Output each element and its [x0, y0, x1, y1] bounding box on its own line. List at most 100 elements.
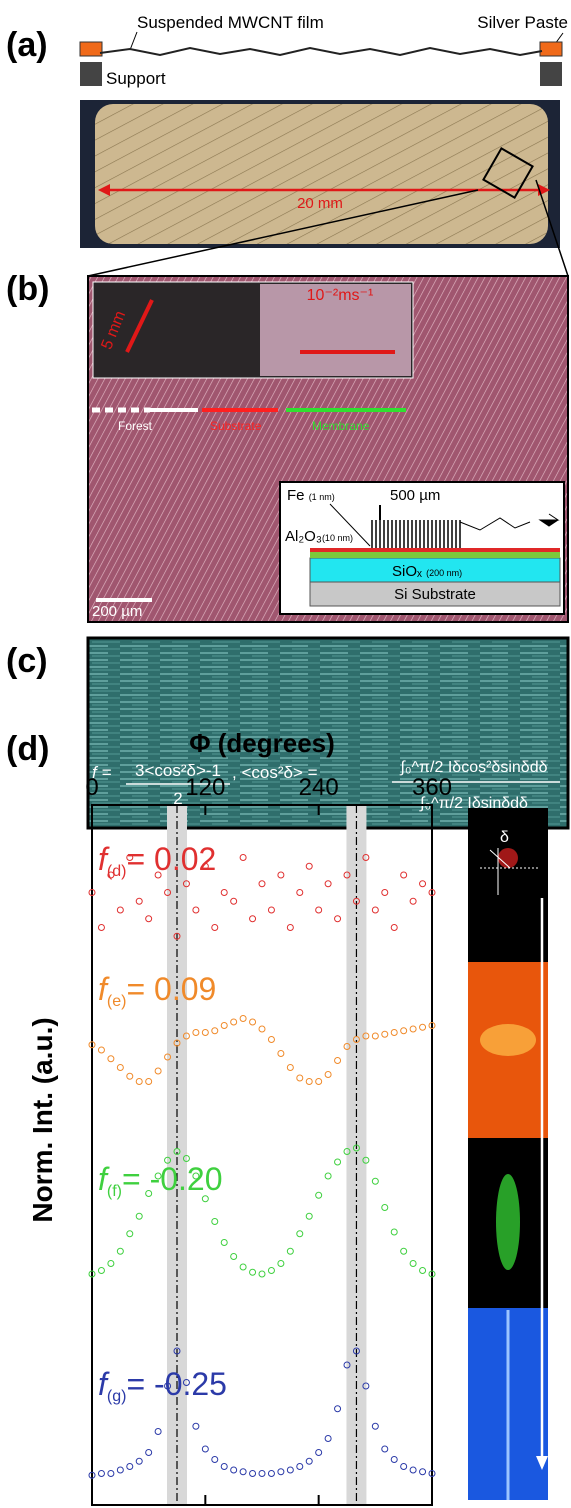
- point: [211, 1218, 219, 1225]
- point: [116, 1466, 124, 1474]
- stage-label: Forest: [118, 419, 153, 433]
- point: [286, 1064, 294, 1071]
- point: [192, 1422, 200, 1430]
- point: [352, 1036, 360, 1043]
- point: [419, 1468, 427, 1476]
- label-text: = -0.20: [122, 1161, 223, 1197]
- point: [192, 1172, 200, 1180]
- point: [296, 1463, 304, 1470]
- point: [239, 1263, 247, 1271]
- point: [97, 1046, 105, 1054]
- point: [182, 1379, 190, 1386]
- arrow-head: [536, 1456, 548, 1470]
- point: [211, 924, 219, 931]
- point: [390, 1456, 398, 1463]
- point: [362, 1032, 370, 1040]
- point: [211, 1027, 219, 1035]
- oxide-label: SiOₓ: [392, 563, 422, 580]
- point: [334, 1158, 342, 1166]
- panel-label: (b): [6, 270, 49, 308]
- si-label: Si Substrate: [394, 586, 476, 603]
- point: [164, 1156, 172, 1164]
- point: [164, 889, 172, 896]
- point: [154, 1428, 162, 1435]
- point: [305, 862, 313, 870]
- formula-denominator: 2: [173, 789, 182, 808]
- series: [88, 1015, 436, 1085]
- formula-separator: , <cos²δ> =: [232, 763, 318, 782]
- point: [381, 1445, 389, 1453]
- point: [371, 906, 379, 914]
- point: [362, 1382, 370, 1390]
- point: [277, 1260, 285, 1267]
- inset-arrow: [125, 299, 154, 353]
- point: [362, 854, 370, 861]
- stage-label: Substrate: [210, 419, 262, 433]
- point: [88, 1041, 96, 1049]
- sem-image: [86, 636, 570, 830]
- point: [315, 1191, 323, 1199]
- series-label: f(f)= -0.20: [98, 1161, 223, 1200]
- point: [409, 1466, 417, 1474]
- photo: [95, 104, 548, 244]
- point: [211, 1456, 219, 1463]
- point: [220, 1239, 228, 1246]
- point: [352, 1144, 360, 1152]
- point: [296, 1074, 304, 1082]
- point: [286, 1466, 294, 1474]
- zoom-box: [482, 147, 534, 199]
- scale-bar-label: 200 µm: [92, 603, 142, 620]
- point: [296, 1230, 304, 1238]
- point: [116, 1247, 124, 1255]
- point: [428, 889, 436, 896]
- oxide-thickness: (200 nm): [426, 568, 462, 578]
- support-label: Support: [106, 69, 166, 88]
- draw-arrow: [538, 513, 560, 527]
- zoom-line: [87, 189, 479, 277]
- point: [239, 1015, 247, 1022]
- point: [267, 1470, 275, 1477]
- point: [107, 1470, 115, 1477]
- point: [334, 915, 342, 923]
- point: [381, 1030, 389, 1038]
- point: [126, 1072, 134, 1080]
- series: [88, 854, 436, 940]
- point: [88, 1471, 96, 1479]
- spot: [498, 848, 518, 868]
- label-text: = 0.02: [126, 841, 216, 877]
- point: [116, 906, 124, 914]
- formula-lhs: f =: [92, 763, 111, 782]
- point: [267, 1036, 275, 1043]
- fe-layer: [310, 548, 560, 552]
- point: [324, 1172, 332, 1180]
- point: [343, 871, 351, 879]
- silver-paste: [79, 41, 103, 57]
- formula-right-numerator: ∫₀^π/2 Iδcos²δsinδdδ: [399, 759, 547, 776]
- point: [267, 1267, 275, 1274]
- fe-label: Fe (1 nm): [287, 487, 335, 504]
- point: [277, 1050, 285, 1057]
- point: [334, 1405, 342, 1413]
- point: [315, 1078, 323, 1085]
- oxide-label: SiOₓ (200 nm): [392, 563, 462, 580]
- point: [409, 897, 417, 905]
- y-axis-label: Norm. Int. (a.u.): [27, 1017, 58, 1222]
- inset-speed: 10⁻²ms⁻¹: [307, 287, 374, 304]
- arrow-head: [98, 184, 110, 196]
- point: [371, 1177, 379, 1185]
- x-tick-label: 360: [412, 774, 452, 801]
- point: [239, 854, 247, 861]
- point: [305, 1212, 313, 1220]
- inset-image: [468, 808, 548, 962]
- leader-line: [129, 31, 138, 51]
- point: [409, 1260, 417, 1267]
- point: [315, 906, 323, 914]
- point: [201, 1445, 209, 1453]
- inset-symbol: δ: [500, 829, 509, 846]
- membrane: [459, 517, 531, 531]
- plot-frame: [91, 804, 433, 1506]
- point: [173, 1148, 181, 1155]
- point: [107, 1055, 115, 1063]
- point: [400, 1463, 408, 1470]
- scale-label: 20 mm: [297, 195, 343, 212]
